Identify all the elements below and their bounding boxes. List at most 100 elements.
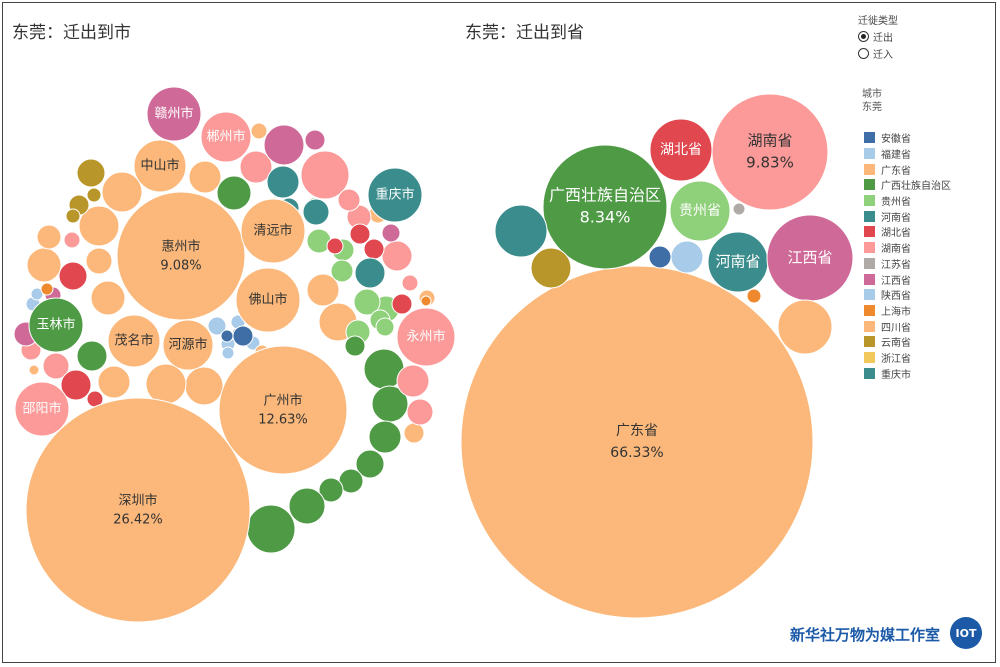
legend-item[interactable]: 贵州省	[864, 193, 951, 209]
city-bubble-minor-58[interactable]	[326, 237, 344, 255]
legend-item[interactable]: 广西壮族自治区	[864, 177, 951, 193]
city-bubble-minor-29[interactable]	[355, 449, 385, 479]
city-bubble-minor-77[interactable]	[40, 282, 54, 296]
city-bubble-minor-36[interactable]	[300, 150, 350, 200]
radio-option-out[interactable]: 迁出	[858, 29, 898, 44]
city-bubble-minor-47[interactable]	[263, 124, 305, 166]
city-bubble-9[interactable]	[200, 111, 252, 163]
city-bubble-minor-6[interactable]	[97, 365, 131, 399]
city-bubble-1[interactable]	[218, 345, 348, 475]
city-bubble-minor-59[interactable]	[266, 165, 300, 199]
city-bubble-minor-76[interactable]	[220, 329, 234, 343]
city-bubble-minor-67[interactable]	[86, 187, 102, 203]
province-bubble-3[interactable]	[649, 118, 713, 182]
city-bubble-minor-12[interactable]	[403, 422, 425, 444]
legend-item[interactable]: 上海市	[864, 303, 951, 319]
province-bubble-8[interactable]	[530, 247, 572, 289]
province-bubble-13[interactable]	[777, 299, 833, 355]
city-bubble-minor-8[interactable]	[145, 363, 187, 405]
city-bubble-minor-54[interactable]	[349, 223, 371, 245]
legend-item[interactable]: 江苏省	[864, 256, 951, 272]
city-bubble-minor-2[interactable]	[26, 247, 62, 283]
city-bubble-minor-64[interactable]	[76, 158, 106, 188]
city-bubble-minor-20[interactable]	[330, 259, 354, 283]
city-bubble-minor-78[interactable]	[420, 295, 432, 307]
legend-item[interactable]: 广东省	[864, 161, 951, 177]
city-bubble-minor-15[interactable]	[250, 122, 268, 140]
city-bubble-minor-7[interactable]	[184, 366, 224, 406]
legend-item[interactable]: 四川省	[864, 318, 951, 334]
city-bubble-minor-24[interactable]	[216, 175, 252, 211]
radio-empty-icon[interactable]	[858, 48, 869, 59]
legend-item[interactable]: 湖南省	[864, 240, 951, 256]
city-bubble-5[interactable]	[133, 139, 187, 193]
city-bubble-minor-34[interactable]	[344, 335, 366, 357]
city-bubble-minor-38[interactable]	[381, 240, 413, 272]
city-bubble-minor-5[interactable]	[188, 160, 222, 194]
city-bubble-7[interactable]	[162, 319, 214, 371]
legend-item[interactable]: 江西省	[864, 271, 951, 287]
city-bubble-0[interactable]	[25, 397, 251, 623]
legend-item[interactable]: 浙江省	[864, 350, 951, 366]
city-bubble-6[interactable]	[107, 314, 161, 368]
province-bubble-12[interactable]	[746, 288, 762, 304]
city-bubble-minor-56[interactable]	[391, 293, 413, 315]
legend-item[interactable]: 云南省	[864, 334, 951, 350]
province-bubble-2[interactable]	[542, 144, 668, 270]
city-bubble-minor-44[interactable]	[63, 231, 81, 249]
city-bubble-13[interactable]	[14, 381, 70, 437]
city-bubble-minor-50[interactable]	[381, 223, 401, 243]
city-bubble-minor-1[interactable]	[78, 205, 120, 247]
city-bubble-minor-60[interactable]	[302, 198, 330, 226]
radio-selected-icon[interactable]	[858, 31, 869, 42]
province-bubble-9[interactable]	[648, 245, 672, 269]
city-filter[interactable]: 城市 东莞	[862, 88, 882, 114]
radio-option-in[interactable]: 迁入	[858, 46, 898, 61]
city-bubble-minor-32[interactable]	[288, 487, 326, 525]
city-bubble-12[interactable]	[396, 307, 456, 367]
city-bubble-4[interactable]	[235, 267, 301, 333]
province-bubble-0[interactable]	[460, 265, 814, 619]
city-bubble-minor-4[interactable]	[90, 280, 126, 316]
city-bubble-minor-48[interactable]	[304, 129, 326, 151]
legend-item[interactable]: 河南省	[864, 208, 951, 224]
city-bubble-minor-11[interactable]	[36, 224, 62, 250]
city-bubble-minor-66[interactable]	[65, 208, 81, 224]
city-bubble-minor-33[interactable]	[246, 504, 296, 554]
city-bubble-minor-28[interactable]	[368, 420, 402, 454]
city-bubble-2[interactable]	[116, 191, 246, 321]
province-bubble-11[interactable]	[732, 202, 746, 216]
city-bubble-minor-9[interactable]	[306, 273, 340, 307]
city-bubble-minor-39[interactable]	[396, 364, 430, 398]
city-bubble-8[interactable]	[146, 86, 202, 142]
city-bubble-minor-68[interactable]	[207, 316, 227, 336]
city-bubble-minor-41[interactable]	[42, 352, 70, 380]
city-bubble-3[interactable]	[240, 198, 306, 264]
province-bubble-7[interactable]	[494, 204, 548, 258]
legend-item[interactable]: 陕西省	[864, 287, 951, 303]
province-bubble-1[interactable]	[711, 93, 829, 211]
city-bubble-minor-61[interactable]	[354, 257, 386, 289]
city-bubble-minor-0[interactable]	[101, 171, 143, 213]
city-bubble-minor-52[interactable]	[58, 261, 88, 291]
city-bubble-minor-79[interactable]	[28, 364, 40, 376]
city-bubble-11[interactable]	[28, 297, 84, 353]
legend-item[interactable]: 湖北省	[864, 224, 951, 240]
legend-item[interactable]: 安徽省	[864, 130, 951, 146]
city-bubble-minor-23[interactable]	[375, 317, 395, 337]
city-bubble-minor-43[interactable]	[337, 188, 361, 212]
city-bubble-minor-17[interactable]	[353, 288, 381, 316]
legend-item[interactable]: 重庆市	[864, 365, 951, 381]
legend-item[interactable]: 福建省	[864, 146, 951, 162]
city-bubble-10[interactable]	[367, 167, 423, 223]
city-bubble-minor-3[interactable]	[85, 247, 113, 275]
city-bubble-minor-53[interactable]	[60, 369, 92, 401]
city-bubble-minor-25[interactable]	[76, 340, 108, 372]
province-bubble-4[interactable]	[669, 180, 731, 242]
city-bubble-minor-75[interactable]	[232, 325, 254, 347]
city-bubble-minor-74[interactable]	[221, 346, 235, 360]
city-bubble-minor-31[interactable]	[318, 477, 344, 503]
city-bubble-minor-55[interactable]	[363, 238, 385, 260]
province-bubble-10[interactable]	[670, 240, 704, 274]
city-bubble-minor-46[interactable]	[401, 274, 419, 292]
